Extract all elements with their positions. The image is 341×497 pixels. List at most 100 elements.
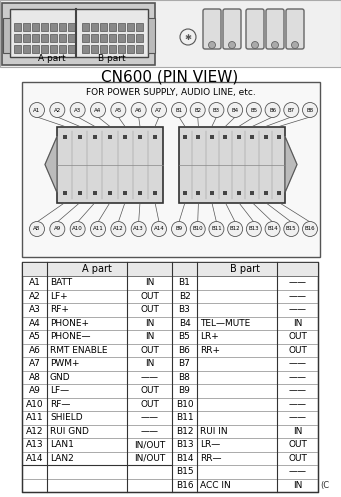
Text: RF—: RF— [50, 400, 70, 409]
Circle shape [302, 102, 317, 117]
Text: IN: IN [145, 278, 154, 287]
Bar [14, 45, 21, 53]
Circle shape [70, 222, 85, 237]
Text: ——: —— [288, 467, 307, 476]
Bar [41, 23, 48, 31]
Circle shape [190, 102, 205, 117]
Text: B11: B11 [176, 413, 193, 422]
Text: B10: B10 [176, 400, 193, 409]
Text: A14: A14 [26, 454, 43, 463]
Bar [14, 34, 21, 42]
Text: IN: IN [145, 359, 154, 368]
Circle shape [30, 222, 44, 237]
Circle shape [252, 42, 258, 49]
Circle shape [265, 102, 280, 117]
Text: B4: B4 [179, 319, 190, 328]
Text: LF—: LF— [50, 386, 69, 395]
Bar [118, 45, 125, 53]
Text: A1: A1 [29, 278, 41, 287]
Text: ——: —— [140, 373, 159, 382]
Text: ——: —— [288, 373, 307, 382]
Text: A1: A1 [33, 107, 41, 112]
Text: B3: B3 [213, 107, 220, 112]
Text: PHONE—: PHONE— [50, 332, 90, 341]
Text: B6: B6 [269, 107, 276, 112]
Bar [22, 262, 172, 276]
Bar [109, 23, 116, 31]
Bar [127, 23, 134, 31]
Bar [136, 45, 143, 53]
Text: IN: IN [293, 481, 302, 490]
Bar [22, 82, 320, 257]
Text: B8: B8 [179, 373, 190, 382]
Text: ——: —— [288, 413, 307, 422]
Text: B13: B13 [249, 227, 259, 232]
Bar [100, 34, 107, 42]
Text: PWM+: PWM+ [50, 359, 79, 368]
Circle shape [90, 222, 105, 237]
FancyBboxPatch shape [286, 9, 304, 49]
Circle shape [70, 102, 85, 117]
Text: OUT: OUT [140, 386, 159, 395]
Bar [32, 34, 39, 42]
Circle shape [208, 42, 216, 49]
Bar [41, 34, 48, 42]
Text: A10: A10 [72, 227, 83, 232]
Circle shape [151, 102, 166, 117]
Text: IN: IN [293, 319, 302, 328]
FancyBboxPatch shape [266, 9, 284, 49]
Text: A4: A4 [29, 319, 40, 328]
Text: A6: A6 [29, 346, 41, 355]
Bar [91, 23, 98, 31]
Circle shape [271, 42, 279, 49]
Bar [109, 45, 116, 53]
Text: A11: A11 [26, 413, 43, 422]
Text: B10: B10 [192, 227, 203, 232]
Text: A13: A13 [133, 227, 144, 232]
Text: OUT: OUT [288, 346, 307, 355]
Text: RMT ENABLE: RMT ENABLE [50, 346, 107, 355]
Text: A13: A13 [26, 440, 43, 449]
Text: B16: B16 [176, 481, 193, 490]
Text: A12: A12 [113, 227, 124, 232]
Text: A9: A9 [29, 386, 41, 395]
Text: B14: B14 [176, 454, 193, 463]
Circle shape [111, 102, 126, 117]
Circle shape [228, 222, 243, 237]
Text: B8: B8 [307, 107, 314, 112]
Bar [127, 34, 134, 42]
Text: A12: A12 [26, 427, 43, 436]
Bar [59, 34, 66, 42]
Text: A11: A11 [93, 227, 103, 232]
Text: A2: A2 [29, 292, 40, 301]
Text: OUT: OUT [288, 440, 307, 449]
Text: B11: B11 [211, 227, 222, 232]
Text: B7: B7 [288, 107, 295, 112]
Text: ——: —— [288, 400, 307, 409]
Text: A8: A8 [33, 227, 41, 232]
Circle shape [284, 222, 299, 237]
Bar [57, 127, 163, 202]
Text: IN/OUT: IN/OUT [134, 454, 165, 463]
Circle shape [180, 29, 196, 45]
Text: SHIELD: SHIELD [50, 413, 83, 422]
Bar [59, 45, 66, 53]
Circle shape [90, 102, 105, 117]
Text: LAN2: LAN2 [50, 454, 74, 463]
Text: OUT: OUT [140, 400, 159, 409]
Text: (C: (C [320, 481, 329, 490]
Circle shape [190, 222, 205, 237]
Circle shape [131, 222, 146, 237]
Circle shape [50, 222, 65, 237]
Text: B12: B12 [230, 227, 240, 232]
Bar [50, 34, 57, 42]
Text: B5: B5 [179, 332, 190, 341]
Text: A3: A3 [74, 107, 81, 112]
Text: ——: —— [288, 359, 307, 368]
Text: B16: B16 [305, 227, 315, 232]
Text: B part: B part [230, 264, 260, 274]
Text: A8: A8 [29, 373, 41, 382]
Bar [32, 23, 39, 31]
Text: B3: B3 [179, 305, 190, 314]
Text: FOR POWER SUPPLY, AUDIO LINE, etc.: FOR POWER SUPPLY, AUDIO LINE, etc. [86, 87, 256, 96]
